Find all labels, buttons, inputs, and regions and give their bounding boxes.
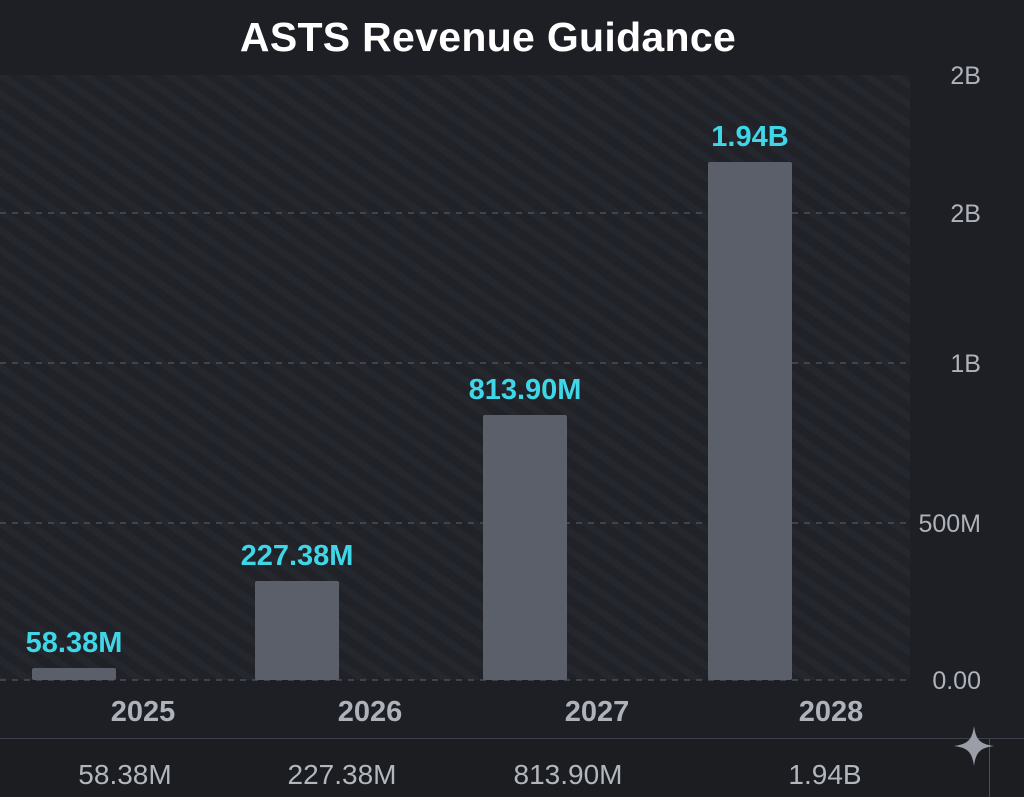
y-tick-label: 0.00 <box>932 667 981 695</box>
y-tick-label: 500M <box>918 510 981 538</box>
x-tick-label-2025: 2025 <box>111 696 176 728</box>
bar-2028[interactable] <box>708 162 792 680</box>
footer-divider <box>989 739 990 797</box>
bar-2027[interactable] <box>483 415 567 680</box>
y-tick-label: 2B <box>950 62 981 90</box>
x-tick-label-2028: 2028 <box>799 696 864 728</box>
bar-2026[interactable] <box>255 581 339 680</box>
revenue-bar-chart: 58.38M 227.38M 813.90M 1.94B 0.00 500M 1B 2B 2B… <box>0 62 981 728</box>
data-label-2027: 813.90M <box>469 374 582 406</box>
summary-footer: 58.38M 227.38M 813.90M 1.94B <box>0 738 1024 797</box>
footer-value-2027: 813.90M <box>513 759 623 790</box>
data-label-2025: 58.38M <box>26 627 123 659</box>
footer-value-2028: 1.94B <box>788 759 862 790</box>
bar-2025[interactable] <box>32 668 116 680</box>
footer-value-2025: 58.38M <box>78 759 172 790</box>
footer-value-2026: 227.38M <box>287 759 397 790</box>
chart-title: ASTS Revenue Guidance <box>239 14 737 60</box>
sparkle-icon[interactable] <box>952 724 996 768</box>
data-label-2028: 1.94B <box>711 121 788 153</box>
y-tick-label: 1B <box>950 350 981 378</box>
y-tick-label: 2B <box>950 200 981 228</box>
x-tick-label-2027: 2027 <box>565 696 630 728</box>
data-label-2026: 227.38M <box>241 540 354 572</box>
x-tick-label-2026: 2026 <box>338 696 403 728</box>
